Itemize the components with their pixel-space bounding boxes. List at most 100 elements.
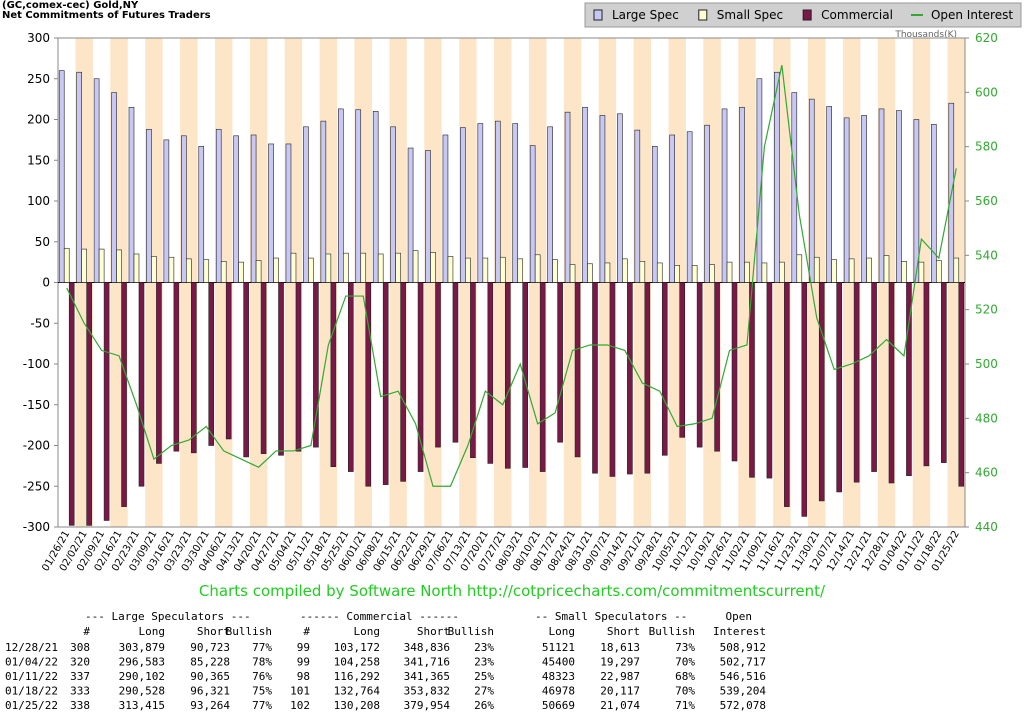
bar [569, 264, 576, 283]
table-cell: 348,836 [404, 641, 450, 654]
bar [906, 282, 912, 476]
y2-tick-label: 480 [975, 411, 998, 425]
bar [103, 282, 110, 521]
bar [651, 146, 658, 283]
table-cell: 93,264 [190, 699, 230, 712]
legend-label: Large Spec [612, 8, 679, 22]
bar [173, 282, 180, 452]
bar [866, 257, 872, 283]
bar [255, 260, 262, 283]
bar [958, 282, 965, 487]
bar [739, 106, 745, 283]
bar [295, 282, 302, 452]
bar [691, 265, 698, 283]
bar [843, 117, 850, 283]
y-tick-label: 50 [35, 235, 50, 249]
bar [395, 252, 401, 283]
table-cell: 75% [252, 685, 272, 698]
bar [784, 282, 790, 507]
table-column-header: Short [607, 625, 640, 638]
table-cell: 546,516 [720, 670, 766, 683]
bar [592, 282, 598, 474]
table-cell: 132,764 [334, 685, 381, 698]
legend-symbol [593, 9, 603, 21]
bar [442, 134, 449, 283]
bar [766, 282, 773, 479]
bar [923, 282, 930, 467]
bar [156, 282, 162, 464]
table-cell: 341,365 [404, 670, 450, 683]
y2-tick-label: 440 [975, 520, 998, 534]
bar [669, 134, 676, 283]
bar [278, 282, 284, 456]
table-cell: 338 [70, 699, 90, 712]
y2-tick-label: 600 [975, 85, 998, 99]
bar [93, 78, 100, 283]
table-column-header: Bullish [649, 625, 695, 638]
bar [225, 282, 232, 440]
bar [901, 261, 907, 283]
table-group-header: Open [726, 610, 753, 623]
bar [622, 258, 628, 283]
table-cell: 96,321 [190, 685, 230, 698]
y2-tick-label: 580 [975, 140, 998, 154]
table-cell: 379,954 [404, 699, 451, 712]
y-tick-label: -250 [23, 479, 50, 493]
bar [208, 282, 215, 446]
bar [68, 282, 75, 526]
line [66, 65, 957, 487]
table-group-header: ------ Commercial ------ [300, 610, 459, 623]
bar [714, 282, 720, 452]
y-tick-label: 200 [27, 113, 50, 127]
table-column-header: # [303, 625, 310, 638]
bar [721, 108, 728, 283]
credit: Charts compiled by Software North http:/… [199, 582, 826, 600]
bar [808, 98, 815, 283]
table-group-header: -- Small Speculators -- [535, 610, 687, 623]
table-cell: 101 [290, 685, 310, 698]
bar [896, 110, 902, 283]
bar [522, 282, 529, 468]
table-column-header: Long [354, 625, 381, 638]
bar [186, 258, 192, 283]
y-tick-label: 0 [42, 276, 50, 290]
bar [151, 256, 157, 283]
bar [534, 254, 541, 283]
table-cell: 18,613 [600, 641, 640, 654]
table-cell: 103,172 [334, 641, 380, 654]
bar [477, 123, 484, 283]
table-cell: 90,365 [190, 670, 230, 683]
table-cell: 290,102 [119, 670, 165, 683]
bar [941, 282, 947, 463]
table-cell: 45400 [542, 656, 575, 669]
bar [220, 261, 227, 283]
bar [774, 71, 780, 283]
bar [447, 256, 454, 283]
table-cell: 01/25/22 [5, 699, 58, 712]
table-cell: 70% [675, 685, 695, 698]
y2-tick-label: 460 [975, 466, 998, 480]
bar [552, 259, 558, 283]
y-tick-label: -100 [23, 357, 50, 371]
bar [355, 109, 362, 283]
bar [215, 128, 222, 283]
table-cell: 337 [70, 670, 90, 683]
y-tick-label: 150 [27, 153, 50, 167]
bar [163, 139, 170, 283]
table-cell: 90,723 [190, 641, 230, 654]
bar [696, 282, 703, 448]
bar [465, 257, 471, 283]
bar [191, 282, 197, 454]
bar [452, 282, 459, 443]
bar [360, 252, 367, 283]
table-cell: 99 [297, 656, 310, 669]
bar [871, 282, 877, 472]
bar [574, 282, 581, 458]
table-cell: 539,204 [720, 685, 767, 698]
table-cell: 01/04/22 [5, 656, 58, 669]
bar [435, 282, 441, 448]
bar [539, 282, 546, 472]
bar [883, 255, 890, 283]
bar [609, 282, 616, 477]
